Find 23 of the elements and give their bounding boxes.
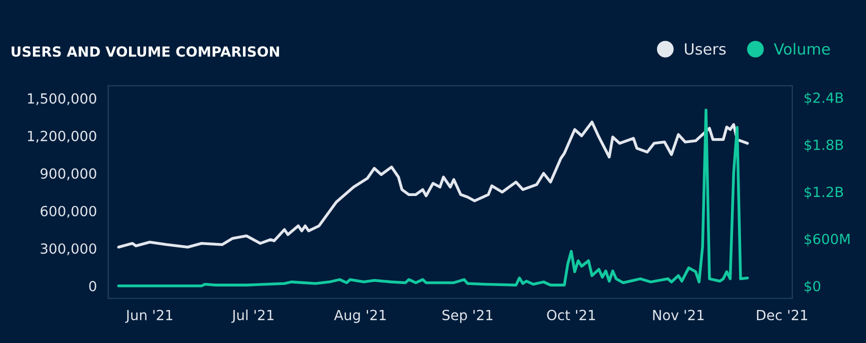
x-tick-label: Jun '21 <box>125 310 172 323</box>
chart-title: USERS AND VOLUME COMPARISON <box>12 46 280 57</box>
y-tick-label: 600,000 <box>40 206 96 218</box>
x-tick-label: Sep '21 <box>442 310 492 323</box>
line-series <box>117 108 749 288</box>
x-tick-label: Nov '21 <box>653 310 704 320</box>
y2-tick-label: $600M <box>804 233 850 246</box>
y-tick-label: 1,500,000 <box>28 93 96 106</box>
y2-tick-label: $2.4B <box>804 92 843 105</box>
line-series <box>117 120 749 249</box>
y-tick-label: 300,000 <box>40 243 96 256</box>
x-tick-label: Oct '21 <box>547 310 595 320</box>
y2-tick-label: $0 <box>804 280 820 294</box>
x-tick-label: Jul '21 <box>231 310 274 323</box>
x-tick-label: Aug '21 <box>334 310 386 323</box>
legend-label: Volume <box>774 42 830 55</box>
y-tick-label: 0 <box>89 280 96 292</box>
y2-tick-label: $1.8B <box>804 139 843 152</box>
y2-tick-label: $1.2B <box>804 186 843 200</box>
x-tick-label: Dec '21 <box>756 310 808 320</box>
y-tick-label: 1,200,000 <box>28 130 96 143</box>
legend-label: Users <box>684 43 726 55</box>
y-tick-label: 900,000 <box>40 168 96 180</box>
